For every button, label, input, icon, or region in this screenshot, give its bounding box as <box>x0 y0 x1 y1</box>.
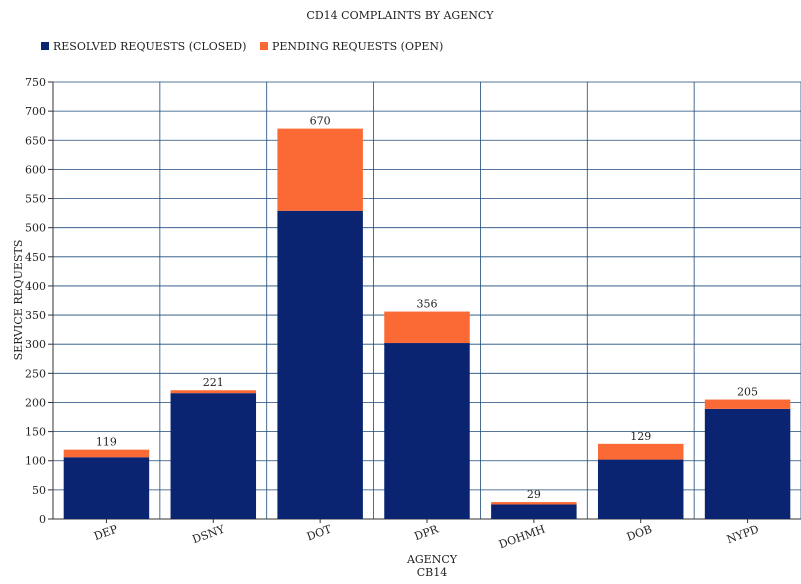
y-axis-title: SERVICE REQUESTS <box>12 240 25 361</box>
bar-pending-dsny <box>170 390 257 394</box>
bar-resolved-dep <box>63 457 150 519</box>
x-axis-subtitle: CB14 <box>417 566 448 579</box>
legend-swatch-resolved <box>41 42 49 50</box>
bar-pending-nypd <box>704 399 791 409</box>
y-tick-label: 500 <box>25 222 46 235</box>
legend-label-pending: PENDING REQUESTS (OPEN) <box>272 40 443 53</box>
y-tick-label: 150 <box>25 426 46 439</box>
y-tick-label: 550 <box>25 193 46 206</box>
y-tick-label: 650 <box>25 134 46 147</box>
bar-total-label: 205 <box>737 386 758 399</box>
x-tick-label: NYPD <box>725 523 761 547</box>
labels: 0 50 100 150 200 250 300 350 400 450 500 550 600 650 7… <box>25 76 761 551</box>
bar-total-label: 670 <box>310 115 331 128</box>
legend-swatch-pending <box>260 42 268 50</box>
x-tick-label: DSNY <box>191 522 227 546</box>
bars <box>63 128 791 519</box>
x-tick-label: DOT <box>305 522 334 543</box>
x-tick-label: DOB <box>625 523 654 544</box>
bar-pending-dpr <box>384 311 470 344</box>
legend: RESOLVED REQUESTS (CLOSED) PENDING REQUE… <box>41 40 443 53</box>
y-tick-label: 300 <box>25 338 46 351</box>
bar-total-label: 356 <box>417 298 438 311</box>
bar-total-label: 29 <box>527 488 541 501</box>
bar-resolved-nypd <box>704 408 791 519</box>
y-tick-label: 200 <box>25 396 46 409</box>
bar-pending-dot <box>277 128 363 211</box>
bar-pending-dob <box>597 443 684 460</box>
bar-resolved-dob <box>597 459 684 519</box>
bar-total-label: 221 <box>203 376 224 389</box>
bar-resolved-dot <box>277 210 363 519</box>
y-tick-label: 50 <box>32 484 46 497</box>
x-tick-label: DOHMH <box>497 523 547 552</box>
y-tick-label: 450 <box>25 251 46 264</box>
y-tick-label: 600 <box>25 163 46 176</box>
x-tick-label: DPR <box>413 522 441 543</box>
bar-total-label: 119 <box>96 436 117 449</box>
x-axis-title: AGENCY <box>406 553 458 566</box>
legend-label-resolved: RESOLVED REQUESTS (CLOSED) <box>53 40 246 53</box>
bar-resolved-dpr <box>384 343 470 519</box>
bar-resolved-dohmh <box>491 504 577 519</box>
y-tick-label: 700 <box>25 105 46 118</box>
chart-title: CD14 COMPLAINTS BY AGENCY <box>306 9 494 22</box>
y-tick-label: 350 <box>25 309 46 322</box>
y-tick-label: 100 <box>25 455 46 468</box>
bar-resolved-dsny <box>170 393 257 519</box>
y-tick-label: 400 <box>25 280 46 293</box>
x-tick-label: DEP <box>92 522 120 543</box>
y-tick-label: 750 <box>25 76 46 89</box>
bar-pending-dohmh <box>491 502 577 505</box>
bar-total-label: 129 <box>630 430 651 443</box>
y-tick-label: 250 <box>25 367 46 380</box>
y-tick-label: 0 <box>39 513 46 526</box>
bar-pending-dep <box>63 449 150 458</box>
